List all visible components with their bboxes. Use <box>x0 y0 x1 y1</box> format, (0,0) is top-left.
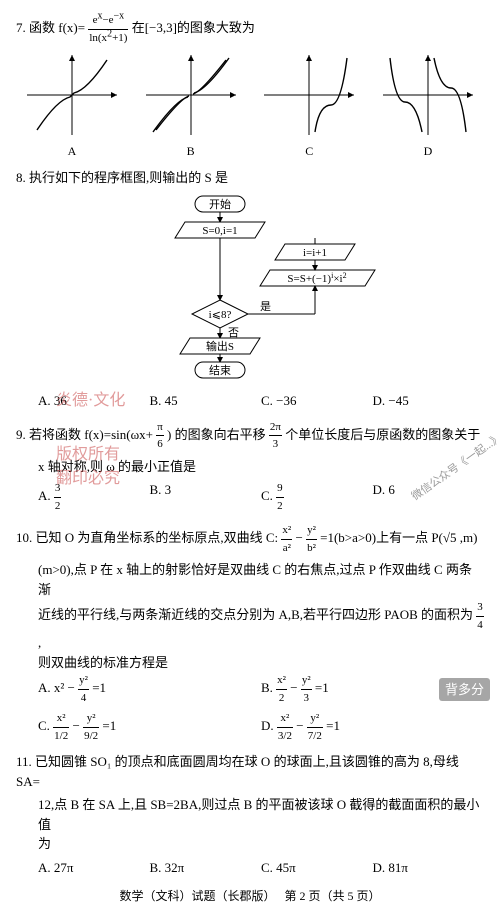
svg-text:否: 否 <box>228 327 239 339</box>
q7-graph-c: C <box>259 50 359 160</box>
svg-text:i=i+1: i=i+1 <box>303 247 327 259</box>
page-watermark: 背多分 <box>439 678 490 702</box>
q9-line1: 9. 若将函数 f(x)=sin(ωx+ π6 ) 的图象向右平移 2π3 个单… <box>16 419 484 453</box>
q7-graph-d: D <box>378 50 478 160</box>
q9-opt-b: B. 3 <box>150 480 262 514</box>
q8-opt-b: B. 45 <box>150 391 262 411</box>
q9-num: 9. <box>16 426 26 441</box>
q9-opt-c: C. 92 <box>261 480 373 514</box>
q11-opt-b: B. 32π <box>150 858 262 878</box>
q10-opt-a: A. x² − y²4 =1 <box>38 672 261 706</box>
q11-opt-a: A. 27π <box>38 858 150 878</box>
q10-opt-d: D. x²3/2 − y²7/2 =1 <box>261 710 484 744</box>
question-7: 7. 函数 f(x)= ex−e−x ln(x2+1) 在[−3,3]的图象大致… <box>16 12 484 160</box>
svg-text:结束: 结束 <box>209 364 231 377</box>
q11-line2: 12,点 B 在 SA 上,且 SB=2BA,则过点 B 的平面被该球 O 截得… <box>16 795 484 834</box>
q8-opt-c: C. −36 <box>261 391 373 411</box>
q10-line3: 近线的平行线,与两条渐近线的交点分别为 A,B,若平行四边形 PAOB 的面积为… <box>16 599 484 653</box>
svg-text:i⩽8?: i⩽8? <box>209 309 232 321</box>
q11-opt-d: D. 81π <box>373 858 485 878</box>
q8-options: A. 36 B. 45 C. −36 D. −45 炎德·文化 <box>16 391 484 411</box>
question-11: 11. 已知圆锥 SO₁ 的顶点和底面圆周均在球 O 的球面上,且该圆锥的高为 … <box>16 752 484 877</box>
q7-graph-a: A <box>22 50 122 160</box>
q10-num: 10. <box>16 530 32 545</box>
question-9: 9. 若将函数 f(x)=sin(ωx+ π6 ) 的图象向右平移 2π3 个单… <box>16 419 484 515</box>
q8-opt-d: D. −45 <box>373 391 485 411</box>
q7-graphs: A B <box>16 50 484 160</box>
q9-opt-d: D. 6 <box>373 480 485 514</box>
q11-line1: 11. 已知圆锥 SO₁ 的顶点和底面圆周均在球 O 的球面上,且该圆锥的高为 … <box>16 752 484 791</box>
q8-flowchart: 开始 S=0,i=1 i=i+1 S=S+(−1)i×i2 i⩽8? 是 否 <box>16 192 484 388</box>
q11-opt-c: C. 45π <box>261 858 373 878</box>
q8-text: 8. 执行如下的程序框图,则输出的 S 是 <box>16 168 484 188</box>
svg-text:是: 是 <box>260 300 271 313</box>
svg-text:开始: 开始 <box>209 197 231 211</box>
q7-text: 7. 函数 f(x)= ex−e−x ln(x2+1) 在[−3,3]的图象大致… <box>16 12 484 46</box>
q10-line2: (m>0),点 P 在 x 轴上的射影恰好是双曲线 C 的右焦点,过点 P 作双… <box>16 560 484 599</box>
q10-opt-c: C. x²1/2 − y²9/2 =1 <box>38 710 261 744</box>
q7-num: 7. <box>16 20 26 35</box>
page-footer: 数学（文科）试题（长郡版） 第 2 页（共 5 页） <box>16 887 484 905</box>
q7-formula: ex−e−x ln(x2+1) <box>88 12 128 46</box>
svg-text:S=0,i=1: S=0,i=1 <box>202 225 237 237</box>
q7-graph-b: B <box>141 50 241 160</box>
q9-line2: x 轴对称,则 ω 的最小正值是 <box>16 457 484 477</box>
svg-text:输出S: 输出S <box>206 339 234 353</box>
q8-num: 8. <box>16 170 26 185</box>
q11-num: 11. <box>16 754 32 769</box>
q9-opt-a: A. 32 <box>38 480 150 514</box>
q11-options: A. 27π B. 32π C. 45π D. 81π <box>16 858 484 878</box>
q10-line1: 10. 已知 O 为直角坐标系的坐标原点,双曲线 C: x²a² − y²b² … <box>16 522 484 556</box>
svg-text:S=S+(−1)i×i2: S=S+(−1)i×i2 <box>287 271 346 285</box>
q10-options: A. x² − y²4 =1 B. x²2 − y²3 =1 C. x²1/2 … <box>16 672 484 744</box>
question-10: 10. 已知 O 为直角坐标系的坐标原点,双曲线 C: x²a² − y²b² … <box>16 522 484 744</box>
question-8: 8. 执行如下的程序框图,则输出的 S 是 开始 S=0,i=1 i=i+1 S… <box>16 168 484 411</box>
q11-line3: 为 <box>16 834 484 854</box>
q9-options: A. 32 B. 3 C. 92 D. 6 <box>16 480 484 514</box>
q8-opt-a: A. 36 <box>38 391 150 411</box>
q10-line4: 则双曲线的标准方程是 <box>16 653 484 673</box>
